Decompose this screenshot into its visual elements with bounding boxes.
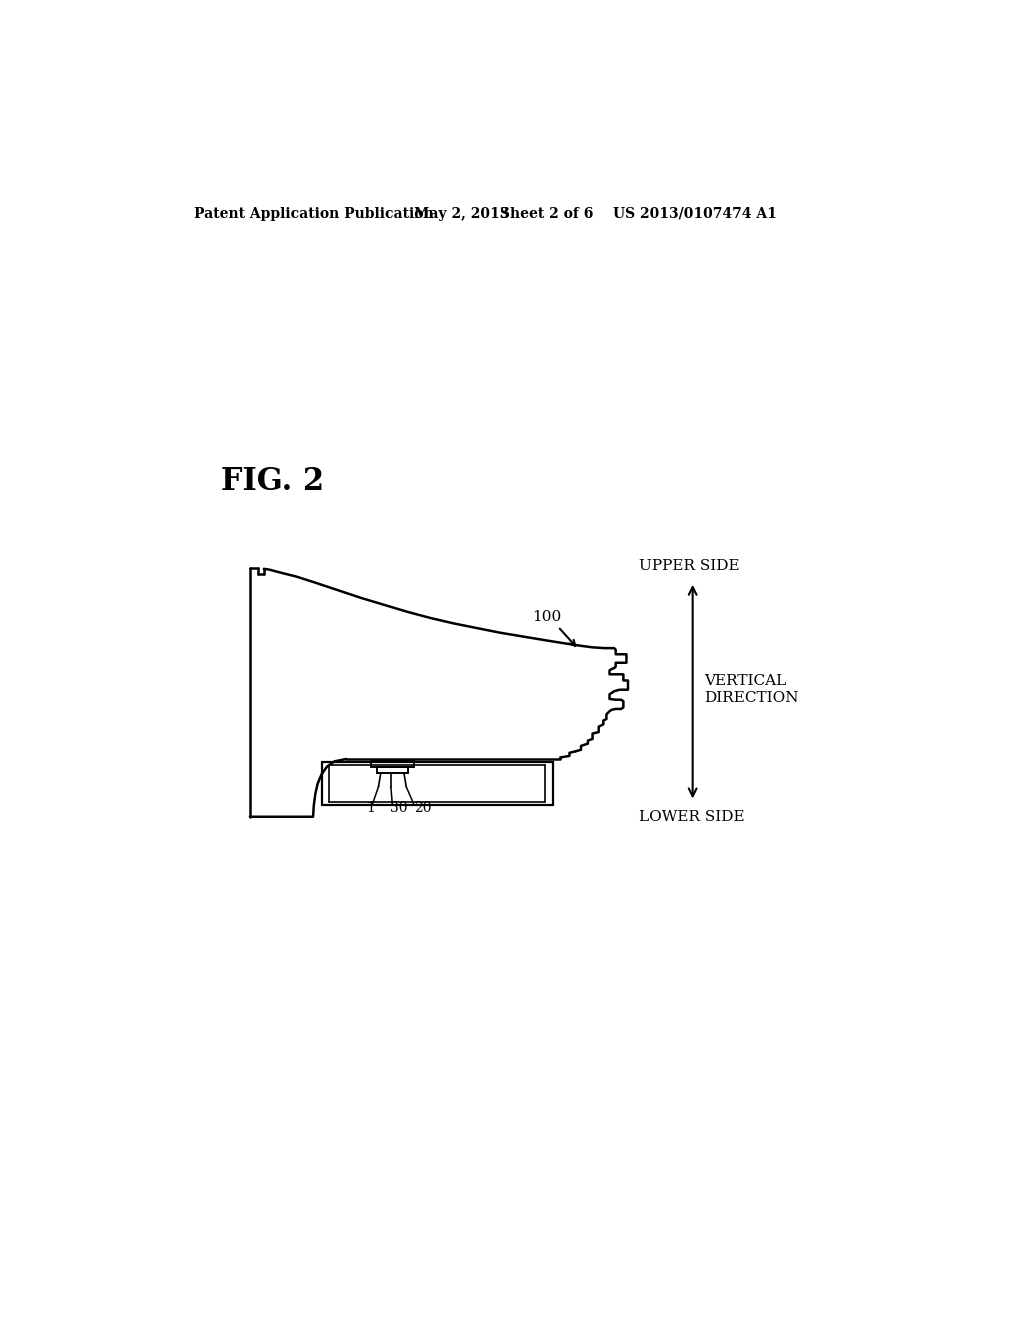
Text: Sheet 2 of 6: Sheet 2 of 6 [500, 207, 594, 220]
Text: LOWER SIDE: LOWER SIDE [639, 809, 744, 824]
Text: 1: 1 [367, 801, 375, 816]
Text: US 2013/0107474 A1: US 2013/0107474 A1 [612, 207, 776, 220]
Text: 100: 100 [531, 610, 561, 624]
Text: VERTICAL
DIRECTION: VERTICAL DIRECTION [705, 675, 799, 705]
Text: May 2, 2013: May 2, 2013 [414, 207, 509, 220]
Text: 20: 20 [415, 801, 432, 816]
Text: UPPER SIDE: UPPER SIDE [639, 560, 739, 573]
Text: Patent Application Publication: Patent Application Publication [195, 207, 434, 220]
Text: 30: 30 [390, 801, 408, 816]
Text: FIG. 2: FIG. 2 [221, 466, 325, 498]
